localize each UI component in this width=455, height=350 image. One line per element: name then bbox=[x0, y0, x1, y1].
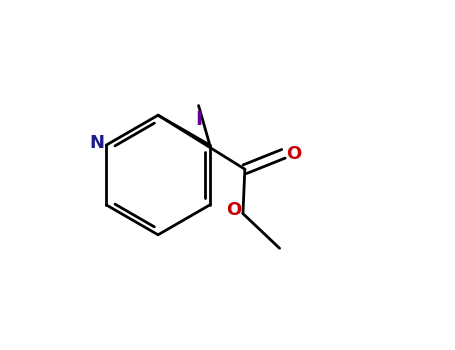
Text: O: O bbox=[287, 145, 302, 163]
Text: O: O bbox=[226, 201, 241, 219]
Text: I: I bbox=[195, 110, 202, 128]
Text: N: N bbox=[89, 134, 104, 152]
